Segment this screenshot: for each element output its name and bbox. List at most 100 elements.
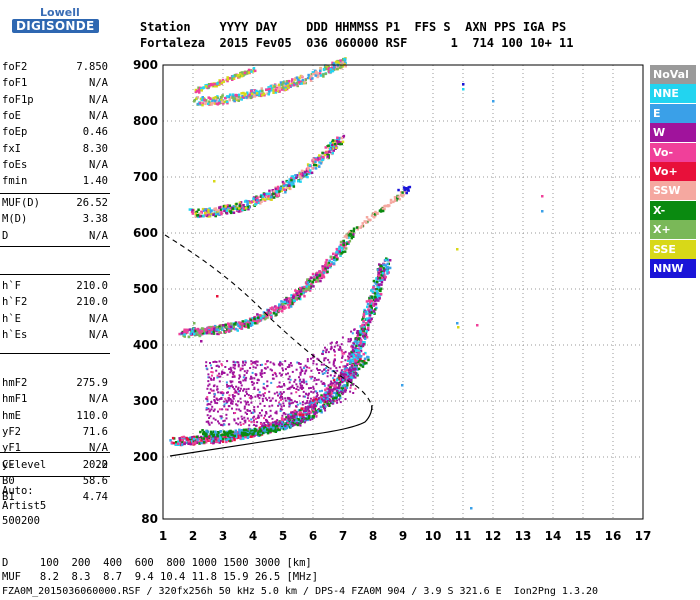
echo-dot — [227, 437, 230, 441]
echo-dot — [298, 420, 301, 424]
echo-dot — [351, 359, 354, 362]
echo-dot — [372, 212, 375, 215]
echo-dot — [228, 387, 231, 390]
echo-dot — [233, 438, 236, 442]
echo-dot — [331, 399, 334, 402]
echo-dot — [225, 434, 228, 438]
echo-dot — [299, 373, 302, 376]
echo-dot — [208, 207, 211, 210]
echo-dot — [279, 393, 282, 396]
echo-dot — [174, 441, 178, 444]
echo-dot — [314, 413, 316, 416]
echo-dot — [289, 84, 292, 88]
echo-dot — [378, 279, 382, 282]
echo-dot — [253, 93, 256, 97]
echo-dot — [357, 351, 361, 355]
echo-dot — [352, 374, 355, 377]
echo-dot — [266, 419, 269, 422]
echo-dot — [278, 428, 281, 432]
echo-dot — [282, 427, 286, 431]
echo-dot — [212, 213, 215, 217]
x-tick-label: 15 — [575, 529, 592, 543]
echo-dot — [369, 308, 373, 312]
echo-dot — [343, 370, 346, 373]
echo-dot — [272, 312, 276, 315]
echo-dot — [316, 276, 319, 279]
echo-dot — [367, 308, 370, 311]
echo-dot — [318, 390, 321, 393]
echo-dot — [304, 402, 307, 405]
echo-dot — [199, 97, 203, 101]
echo-dot — [271, 369, 273, 372]
echo-dot — [333, 354, 336, 357]
echo-dot — [235, 408, 238, 411]
echo-dot — [238, 381, 241, 384]
echo-dot — [342, 134, 346, 138]
echo-dot — [224, 366, 227, 368]
echo-dot — [284, 80, 287, 83]
echo-dot — [313, 398, 316, 401]
echo-dot — [353, 357, 356, 361]
profile-curves — [164, 234, 373, 457]
echo-dot — [246, 369, 249, 372]
echo-dot — [276, 386, 279, 388]
echo-dot — [296, 361, 299, 364]
echo-dot — [338, 245, 341, 249]
echo-dot — [229, 329, 233, 332]
echo-dot — [271, 306, 274, 309]
echo-dot — [201, 331, 205, 335]
echo-dot — [307, 73, 310, 77]
echo-dot — [203, 441, 206, 444]
echo-dot — [352, 356, 355, 359]
echo-dot — [377, 277, 380, 280]
echo-dot — [341, 336, 344, 339]
echo-dot — [301, 291, 305, 295]
param-row-md: M(D) 3.38 — [2, 212, 108, 227]
echo-dot — [242, 91, 245, 95]
echo-dot — [329, 255, 333, 259]
echo-dot — [237, 365, 240, 368]
echo-dot — [310, 276, 313, 280]
echo-dot — [315, 414, 318, 417]
echo-dot — [309, 79, 313, 82]
echo-dot — [255, 360, 258, 363]
echo-dot — [203, 98, 206, 102]
echo-dot — [226, 101, 229, 105]
echo-dot — [298, 423, 301, 426]
echo-dot — [213, 393, 216, 396]
echo-dot — [244, 325, 248, 329]
echo-dot — [330, 261, 334, 264]
echo-dot — [228, 93, 232, 96]
echo-dot — [215, 325, 219, 329]
param-value: N/A — [89, 393, 108, 406]
echo-dot — [288, 182, 291, 185]
echo-dot — [180, 443, 184, 447]
echo-dot — [350, 365, 354, 369]
param-value: 0.46 — [82, 126, 108, 139]
echo-dot — [259, 374, 262, 376]
echo-traces — [169, 57, 544, 510]
echo-dot — [311, 418, 314, 421]
echo-dot — [253, 423, 256, 426]
echo-dot — [373, 281, 377, 284]
echo-dot — [361, 344, 365, 348]
echo-dot — [246, 205, 249, 209]
echo-dot — [345, 386, 349, 390]
echo-dot — [291, 422, 295, 425]
echo-dot — [282, 86, 285, 89]
echo-dot — [355, 331, 359, 335]
echo-dot — [230, 438, 233, 441]
echo-dot — [319, 67, 322, 70]
echo-dot — [343, 378, 346, 381]
echo-dot — [331, 143, 334, 147]
echo-dot — [317, 400, 320, 403]
echo-dot — [351, 349, 354, 352]
echo-dot — [212, 441, 215, 445]
echo-dot — [191, 330, 194, 333]
echo-dot — [316, 357, 319, 360]
echo-dot — [235, 422, 238, 425]
echo-dot — [265, 420, 268, 423]
param-key: fxI — [2, 142, 21, 155]
echo-dot — [269, 311, 272, 315]
echo-dot — [316, 410, 319, 413]
